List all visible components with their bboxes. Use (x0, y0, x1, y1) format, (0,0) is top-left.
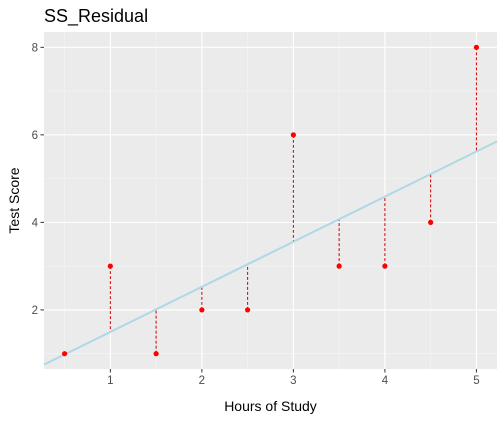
fit-line-group (43, 140, 498, 366)
data-point (199, 307, 205, 313)
residual-lines (64, 47, 477, 355)
y-tick-label: 8 (32, 42, 38, 54)
y-tick-label: 4 (32, 217, 39, 229)
y-axis-title: Test Score (6, 167, 22, 233)
chart-title: SS_Residual (44, 6, 148, 27)
x-tick-label: 1 (107, 375, 113, 387)
data-point (245, 307, 251, 313)
regression-line (43, 140, 498, 366)
y-tick-label: 6 (32, 130, 38, 142)
x-tick-label: 2 (199, 375, 205, 387)
data-point (290, 132, 296, 138)
y-tick-label: 2 (32, 305, 38, 317)
x-axis-title: Hours of Study (224, 398, 317, 414)
y-axis-ticks: 2 4 6 8 (32, 42, 44, 317)
data-points (61, 44, 480, 357)
data-point (107, 263, 113, 269)
data-point (473, 44, 480, 50)
x-tick-label: 3 (290, 375, 296, 387)
data-point (382, 263, 388, 269)
plot-panel (44, 32, 497, 369)
x-axis-ticks: 1 2 3 4 5 (107, 369, 480, 387)
x-tick-label: 4 (382, 375, 389, 387)
data-point (428, 219, 434, 225)
x-tick-label: 5 (473, 375, 479, 387)
data-point (336, 263, 342, 269)
data-point (61, 351, 68, 357)
data-point (153, 351, 159, 357)
